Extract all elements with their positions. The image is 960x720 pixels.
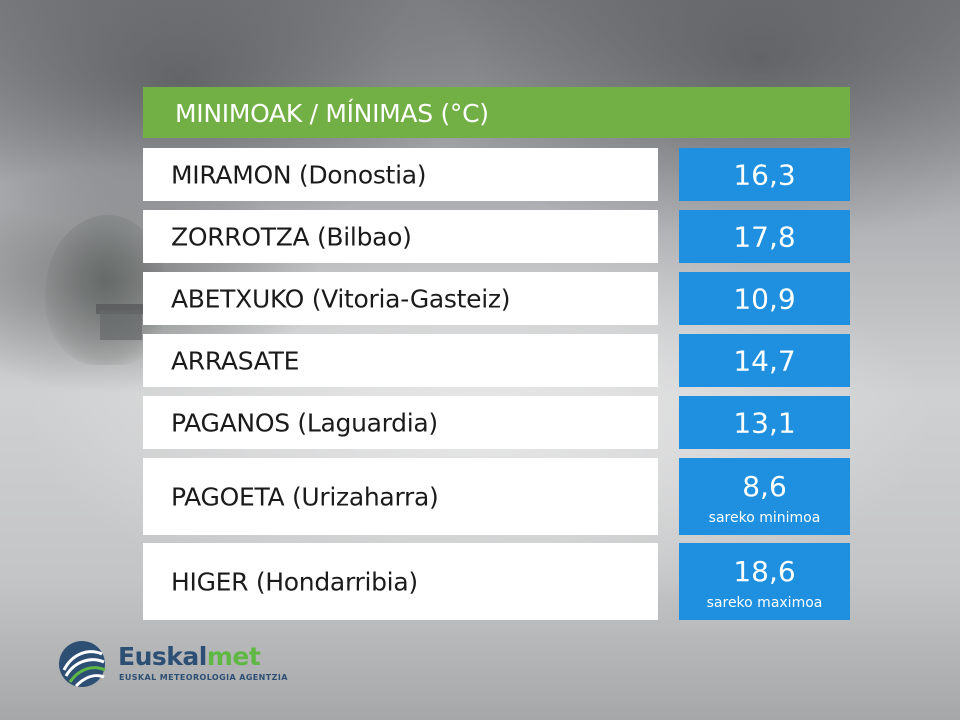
temperature-value: 8,6	[742, 470, 787, 503]
station-name: HIGER (Hondarribia)	[171, 567, 418, 596]
temperature-value-box: 18,6 sareko maximoa	[679, 543, 850, 620]
background-hut-roof	[96, 304, 148, 314]
wordmark-part-2: met	[206, 642, 261, 671]
station-name-row: ZORROTZA (Bilbao)	[143, 210, 658, 263]
wordmark-part-1: Euskal	[118, 642, 207, 671]
temperature-value-box: 17,8	[679, 210, 850, 263]
station-name: ABETXUKO (Vitoria-Gasteiz)	[171, 284, 511, 313]
network-note: sareko maximoa	[706, 595, 823, 611]
station-name-row: ABETXUKO (Vitoria-Gasteiz)	[143, 272, 658, 325]
euskalmet-subtitle: EUSKAL METEOROLOGIA AGENTZIA	[119, 673, 288, 682]
station-name: PAGANOS (Laguardia)	[171, 408, 438, 437]
station-name: ARRASATE	[171, 346, 300, 375]
temperature-value: 17,8	[733, 220, 796, 253]
station-name-row: MIRAMON (Donostia)	[143, 148, 658, 201]
temperature-value: 13,1	[733, 406, 796, 439]
temperature-value-box: 13,1	[679, 396, 850, 449]
header-bar: MINIMOAK / MÍNIMAS (°C)	[143, 87, 850, 138]
background-hut	[100, 310, 142, 340]
station-name-row: ARRASATE	[143, 334, 658, 387]
euskalmet-logo: Euskalmet EUSKAL METEOROLOGIA AGENTZIA	[58, 640, 288, 690]
temperature-value: 16,3	[733, 158, 796, 191]
temperature-value: 18,6	[733, 555, 796, 588]
temperature-value-box: 14,7	[679, 334, 850, 387]
station-name-row: PAGANOS (Laguardia)	[143, 396, 658, 449]
temperature-value: 10,9	[733, 282, 796, 315]
station-name: MIRAMON (Donostia)	[171, 160, 427, 189]
euskalmet-wordmark: Euskalmet	[118, 642, 261, 671]
header-title: MINIMOAK / MÍNIMAS (°C)	[175, 99, 489, 128]
station-name-row: PAGOETA (Urizaharra)	[143, 458, 658, 535]
station-name: PAGOETA (Urizaharra)	[171, 482, 439, 511]
euskalmet-logo-icon	[59, 641, 106, 688]
station-name-row: HIGER (Hondarribia)	[143, 543, 658, 620]
temperature-value-box: 10,9	[679, 272, 850, 325]
temperature-value: 14,7	[733, 344, 796, 377]
station-name: ZORROTZA (Bilbao)	[171, 222, 412, 251]
network-note: sareko minimoa	[708, 510, 821, 526]
temperature-value-box: 8,6 sareko minimoa	[679, 458, 850, 535]
temperature-value-box: 16,3	[679, 148, 850, 201]
